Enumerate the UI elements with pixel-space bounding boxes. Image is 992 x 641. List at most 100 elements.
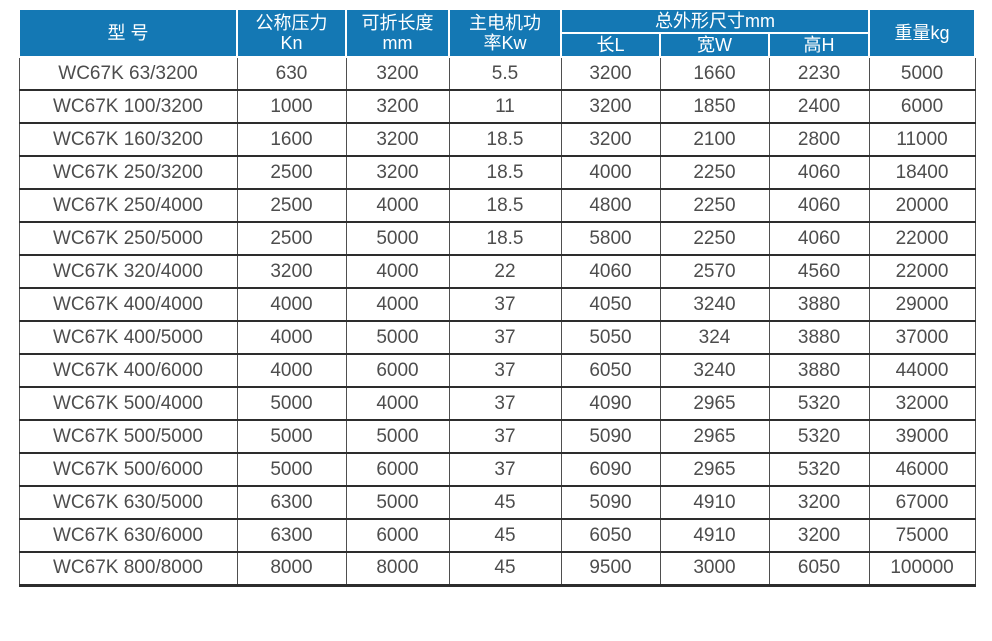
table-cell: 20000 (868, 188, 976, 223)
table-cell: 6090 (560, 452, 661, 487)
table-cell: 5000 (345, 320, 450, 355)
column-header-dimensions-group: 总外形尺寸mm (559, 8, 871, 34)
table-cell: 45 (448, 518, 562, 553)
table-cell: 3200 (768, 518, 870, 553)
column-header-weight: 重量kg (868, 8, 977, 58)
table-cell: 3880 (768, 287, 870, 322)
table-cell: 8000 (236, 551, 347, 587)
table-cell: 5000 (236, 419, 347, 454)
table-cell: 5.5 (448, 57, 562, 91)
table-cell: 5000 (345, 419, 450, 454)
table-cell: 4050 (560, 287, 661, 322)
table-cell: 2965 (659, 419, 770, 454)
table-cell: 5000 (236, 386, 347, 421)
table-cell: 2250 (659, 221, 770, 256)
table-cell: 6050 (768, 551, 870, 587)
table-cell: 6300 (236, 518, 347, 553)
table-cell: 37000 (868, 320, 976, 355)
table-cell: 4800 (560, 188, 661, 223)
spec-sheet: 型 号 公称压力 Kn 可折长度 mm 主电机功 率Kw 总外形尺寸mm 重量k… (18, 8, 977, 587)
table-row: WC67K 250/3200 2500 3200 18.5 4000 2250 … (18, 155, 976, 190)
table-cell: 44000 (868, 353, 976, 388)
table-cell: 5090 (560, 419, 661, 454)
table-cell: 11000 (868, 122, 976, 157)
table-cell: WC67K 400/4000 (18, 287, 238, 322)
table-cell: 18.5 (448, 122, 562, 157)
table-cell: 3240 (659, 353, 770, 388)
table-cell: 5000 (868, 57, 976, 91)
table-row: WC67K 320/4000 3200 4000 22 4060 2570 45… (18, 254, 976, 289)
table-cell: 5050 (560, 320, 661, 355)
table-cell: 100000 (868, 551, 976, 587)
table-cell: 6050 (560, 353, 661, 388)
table-cell: 37 (448, 452, 562, 487)
table-cell: 6000 (345, 452, 450, 487)
table-cell: 1660 (659, 57, 770, 91)
table-cell: WC67K 100/3200 (18, 89, 238, 124)
table-cell: 18400 (868, 155, 976, 190)
table-cell: WC67K 630/6000 (18, 518, 238, 553)
table-cell: 75000 (868, 518, 976, 553)
table-cell: 4000 (236, 353, 347, 388)
table-cell: 3200 (345, 122, 450, 157)
table-row: WC67K 100/3200 1000 3200 11 3200 1850 24… (18, 89, 976, 124)
table-cell: 2500 (236, 221, 347, 256)
table-cell: 3200 (560, 57, 661, 91)
table-cell: WC67K 400/6000 (18, 353, 238, 388)
table-cell: WC67K 320/4000 (18, 254, 238, 289)
table-cell: WC67K 160/3200 (18, 122, 238, 157)
table-body: WC67K 63/3200 630 3200 5.5 3200 1660 223… (18, 57, 976, 587)
table-row: WC67K 250/5000 2500 5000 18.5 5800 2250 … (18, 221, 976, 256)
table-cell: 39000 (868, 419, 976, 454)
table-cell: 6300 (236, 485, 347, 520)
table-cell: WC67K 500/6000 (18, 452, 238, 487)
table-cell: 37 (448, 353, 562, 388)
table-row: WC67K 400/6000 4000 6000 37 6050 3240 38… (18, 353, 976, 388)
table-cell: WC67K 250/5000 (18, 221, 238, 256)
table-cell: 3200 (560, 89, 661, 124)
table-cell: 18.5 (448, 221, 562, 256)
table-cell: 5000 (345, 485, 450, 520)
column-header-pressure: 公称压力 Kn (236, 8, 347, 58)
table-cell: 37 (448, 287, 562, 322)
table-cell: 4560 (768, 254, 870, 289)
table-cell: 6050 (560, 518, 661, 553)
table-cell: 4910 (659, 485, 770, 520)
table-row: WC67K 250/4000 2500 4000 18.5 4800 2250 … (18, 188, 976, 223)
table-cell: 4000 (345, 188, 450, 223)
table-cell: 22000 (868, 254, 976, 289)
table-cell: 1600 (236, 122, 347, 157)
table-cell: 4000 (236, 287, 347, 322)
table-cell: 324 (659, 320, 770, 355)
table-cell: 37 (448, 320, 562, 355)
table-cell: 6000 (345, 353, 450, 388)
table-cell: 3200 (560, 122, 661, 157)
table-cell: 32000 (868, 386, 976, 421)
table-cell: 3000 (659, 551, 770, 587)
table-cell: 1850 (659, 89, 770, 124)
table-cell: 2400 (768, 89, 870, 124)
table-cell: 6000 (868, 89, 976, 124)
table-row: WC67K 400/4000 4000 4000 37 4050 3240 38… (18, 287, 976, 322)
table-cell: 45 (448, 551, 562, 587)
table-cell: 3200 (768, 485, 870, 520)
table-cell: 11 (448, 89, 562, 124)
table-cell: 5800 (560, 221, 661, 256)
table-row: WC67K 400/5000 4000 5000 37 5050 324 388… (18, 320, 976, 355)
table-cell: 4060 (768, 188, 870, 223)
table-cell: 2800 (768, 122, 870, 157)
column-header-model: 型 号 (18, 8, 238, 58)
table-cell: 630 (236, 57, 347, 91)
table-cell: 6000 (345, 518, 450, 553)
table-cell: 3880 (768, 353, 870, 388)
table-row: WC67K 630/6000 6300 6000 45 6050 4910 32… (18, 518, 976, 553)
table-cell: 37 (448, 419, 562, 454)
table-cell: 3200 (236, 254, 347, 289)
table-cell: 3880 (768, 320, 870, 355)
table-cell: 67000 (868, 485, 976, 520)
table-cell: 2965 (659, 386, 770, 421)
table-row: WC67K 500/5000 5000 5000 37 5090 2965 53… (18, 419, 976, 454)
table-row: WC67K 500/6000 5000 6000 37 6090 2965 53… (18, 452, 976, 487)
table-cell: WC67K 500/4000 (18, 386, 238, 421)
table-cell: 2250 (659, 155, 770, 190)
